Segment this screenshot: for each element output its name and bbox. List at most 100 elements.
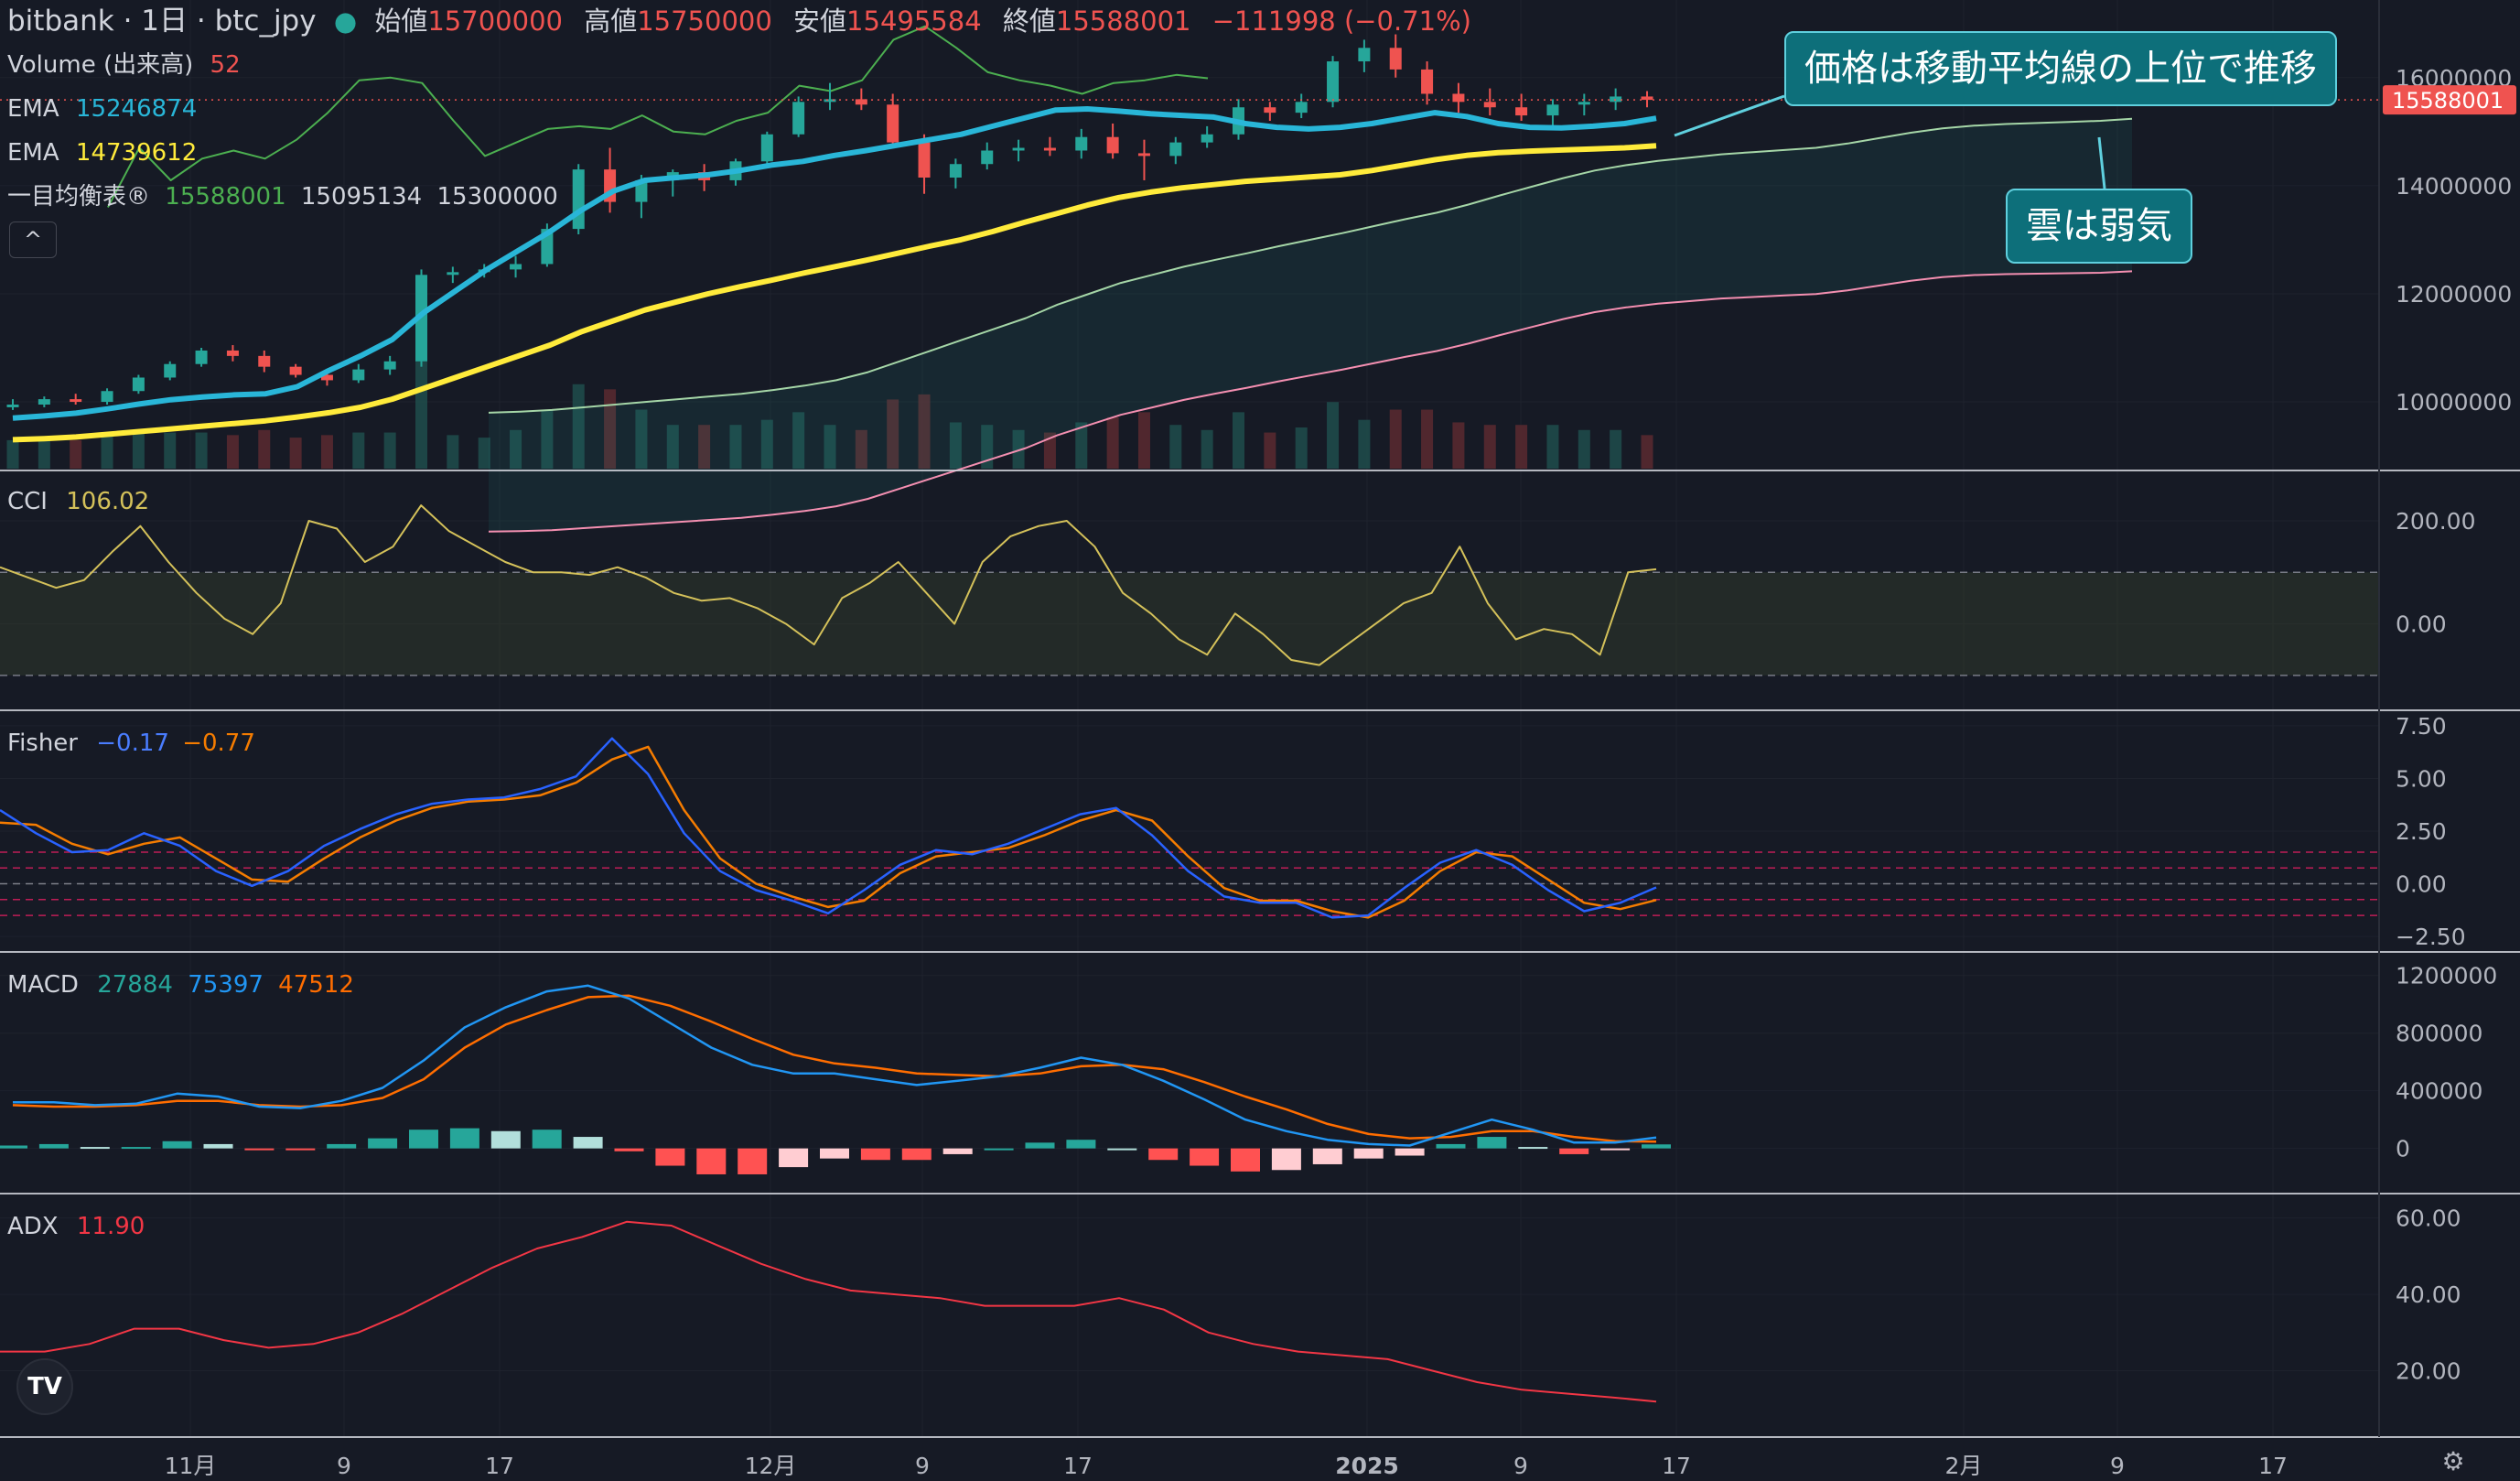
volume-bar (415, 359, 427, 469)
candle-body (289, 366, 302, 375)
volume-bar (1075, 422, 1088, 469)
legend-ema-fast[interactable]: EMA 15246874 (7, 95, 197, 123)
fisher-line (0, 737, 1657, 919)
volume-bar (258, 429, 271, 469)
price-series (0, 34, 2379, 443)
candle-body (195, 350, 208, 364)
volume-bar (1641, 435, 1653, 469)
candle-body (1421, 69, 1434, 94)
candle-body (824, 99, 836, 103)
macd-histogram-bar (244, 1148, 275, 1151)
macd-histogram-bar (203, 1143, 233, 1149)
market-status-icon: ● (333, 5, 358, 37)
y-tick-label: 200.00 (2396, 508, 2475, 535)
macd-histogram-bar (80, 1147, 110, 1150)
macd-histogram-bar (1477, 1137, 1507, 1149)
volume-bar (635, 409, 648, 469)
candle-body (510, 264, 522, 270)
macd-histogram-bar (38, 1143, 69, 1149)
legend-macd-macd: 75397 (188, 971, 264, 999)
volume-bar (949, 422, 962, 469)
change-value: −111998 (−0.71%) (1212, 5, 1471, 37)
legend-macd-hist: 27884 (97, 971, 173, 999)
cloud-span-b (488, 270, 2133, 533)
macd-histogram-bar (1066, 1140, 1096, 1149)
chart-header: bitbank · 1日 · btc_jpy ● 始値15700000 高値15… (7, 5, 1484, 37)
cloud-span-a (488, 117, 2133, 414)
candle-body (38, 399, 50, 405)
macd-histogram-bar (573, 1137, 603, 1149)
macd-histogram-bar (409, 1130, 438, 1149)
macd-histogram-bar (162, 1140, 192, 1149)
macd-histogram-bar (820, 1148, 849, 1159)
callout-price-above-ma[interactable]: 価格は移動平均線の上位で推移 (1784, 31, 2337, 106)
candle-body (1389, 48, 1402, 70)
macd-histogram-bar (860, 1148, 890, 1161)
legend-fisher[interactable]: Fisher −0.17 −0.77 (7, 730, 255, 757)
volume-bar (1012, 429, 1025, 469)
macd-histogram-bar (0, 1145, 27, 1149)
candle-body (1075, 136, 1088, 151)
y-tick-label: 800000 (2396, 1021, 2482, 1047)
volume-bar (6, 439, 19, 469)
last-price-badge (2383, 85, 2516, 115)
candle-body (918, 142, 931, 178)
volume-bar (289, 438, 302, 469)
tradingview-logo-icon[interactable]: TV (16, 1358, 73, 1415)
candle-body (132, 377, 145, 392)
y-tick-label: −2.50 (2396, 924, 2466, 950)
macd-histogram-bar (327, 1143, 357, 1149)
cci-band (0, 572, 2379, 676)
volume-bar (226, 435, 239, 469)
candle-body (1578, 102, 1590, 105)
volume-bar (855, 429, 867, 469)
gear-icon[interactable]: ⚙ (2441, 1446, 2465, 1476)
volume-bar (1578, 429, 1590, 469)
volume-bar (760, 419, 773, 469)
symbol-title[interactable]: bitbank · 1日 · btc_jpy (7, 5, 317, 38)
legend-ema-fast-label: EMA (7, 95, 59, 123)
volume-bar (887, 399, 899, 469)
volume-bar (1106, 416, 1119, 469)
volume-bar (572, 384, 585, 469)
legend-ema-fast-value: 15246874 (75, 95, 198, 123)
candle-body (572, 169, 585, 230)
macd-histogram-bar (1600, 1148, 1631, 1151)
macd-histogram-bar (1642, 1144, 1671, 1149)
candle-body (352, 369, 365, 381)
y-tick-label: 5.00 (2396, 765, 2447, 792)
legend-ema-slow[interactable]: EMA 14739612 (7, 139, 197, 167)
macd-histogram-bar (614, 1148, 644, 1151)
legend-macd[interactable]: MACD 27884 75397 47512 (7, 971, 354, 999)
volume-bar (1483, 425, 1496, 469)
legend-ema-slow-value: 14739612 (75, 139, 198, 167)
volume-bar (729, 425, 742, 469)
last-price-badge-text: 15588001 (2392, 88, 2504, 114)
adx-line (0, 1220, 1657, 1403)
legend-ichimoku[interactable]: 一目均衡表® 15588001 15095134 15300000 (7, 183, 558, 211)
legend-adx[interactable]: ADX 11.90 (7, 1213, 145, 1240)
volume-bar (824, 425, 836, 469)
volume-bar (1452, 422, 1465, 469)
macd-line (13, 984, 1657, 1147)
legend-volume[interactable]: Volume (出来高) 52 (7, 51, 241, 79)
macd-histogram-bar (1025, 1142, 1055, 1149)
legend-cci[interactable]: CCI 106.02 (7, 488, 149, 515)
candle-body (1295, 102, 1308, 114)
candle-body (760, 134, 773, 162)
collapse-legend-button[interactable]: ^ (9, 222, 57, 258)
callout-cloud-bearish[interactable]: 雲は弱気 (2006, 189, 2192, 264)
candle-body (1137, 153, 1150, 157)
volume-bar (1043, 432, 1056, 469)
candle-body (1358, 48, 1371, 62)
volume-bars (6, 359, 1653, 469)
ema-fast-line (12, 106, 1657, 421)
y-tick-label: 10000000 (2396, 389, 2512, 416)
volume-bar (792, 412, 805, 469)
volume-bar (1137, 412, 1150, 469)
fisher-trigger-line (0, 745, 1657, 919)
high-value: 15750000 (637, 5, 772, 37)
candle-body (258, 355, 271, 367)
volume-bar (101, 435, 113, 469)
